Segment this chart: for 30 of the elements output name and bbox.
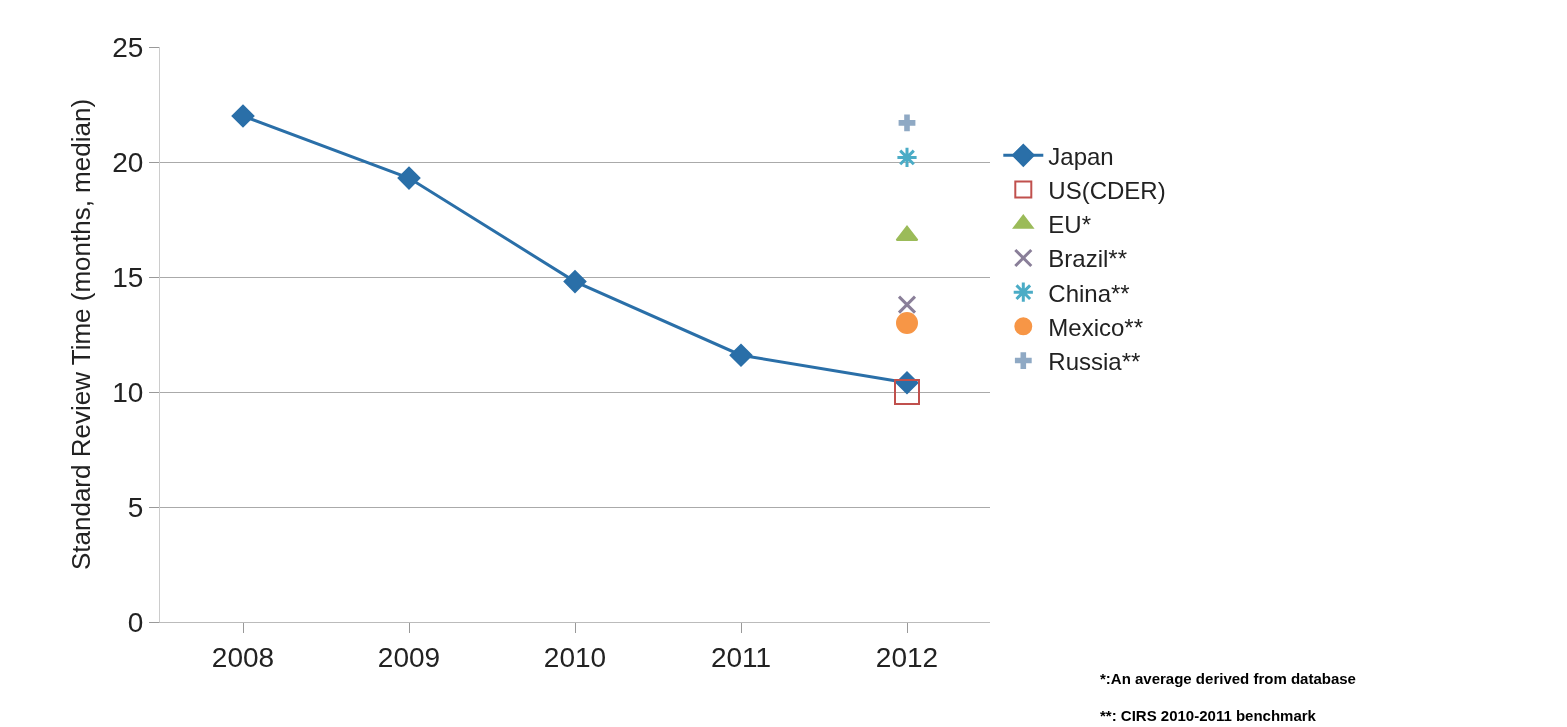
y-tick-label: 15 [112,261,144,293]
legend-label: US(CDER) [1048,176,1166,204]
point [895,146,919,169]
legend-label: Japan [1048,142,1114,170]
point [898,114,916,132]
point [563,270,587,293]
x-tick-label: 2010 [543,641,607,673]
y-tick-label: 0 [127,606,144,638]
point [231,104,255,128]
legend-label: Mexico** [1048,313,1143,341]
y-tick-label: 10 [112,376,144,408]
x-tick-label: 2012 [875,641,939,673]
point [894,379,920,405]
y-tick-label: 25 [112,31,144,63]
x-tick-label: 2008 [211,641,275,673]
y-axis-title: Standard Review Time (months, median) [65,98,96,571]
x-tick-label: 2011 [710,641,772,673]
point [896,312,918,334]
legend-label: EU* [1048,211,1091,239]
legend-label: Brazil** [1048,245,1127,273]
point [897,295,917,315]
text: **: CIRS 2010-2011 benchmark [1100,707,1317,724]
text: *:An average derived from database [1100,670,1356,687]
legend-label: China** [1048,279,1130,307]
y-tick-label: 5 [127,491,144,523]
y-tick-label: 20 [112,146,144,178]
x-tick-label: 2009 [377,641,441,673]
point [729,343,753,367]
legend-label: Russia** [1048,347,1141,375]
point [397,166,421,190]
